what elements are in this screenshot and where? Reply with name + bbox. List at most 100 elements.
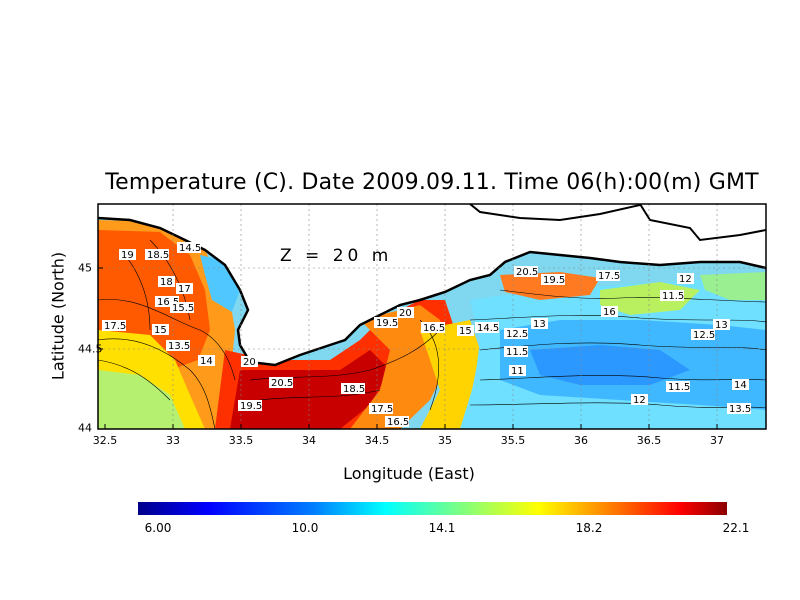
svg-text:13.5: 13.5	[168, 341, 190, 352]
y-tick-label: 44.5	[78, 342, 103, 356]
contour-label: 12.5	[691, 329, 715, 341]
svg-text:15: 15	[154, 325, 167, 336]
svg-text:14: 14	[200, 356, 213, 367]
contour-label: 11.5	[660, 290, 684, 302]
x-tick-label: 36	[574, 434, 588, 447]
x-tick-label: 33	[166, 434, 180, 447]
svg-text:12.5: 12.5	[506, 329, 528, 340]
svg-text:17.5: 17.5	[371, 404, 393, 415]
svg-text:16: 16	[603, 307, 616, 318]
colorbar-tick-label: 6.00	[144, 521, 172, 535]
contour-label: 19.5	[541, 274, 565, 286]
y-tick-label: 45	[78, 261, 92, 275]
svg-text:11.5: 11.5	[506, 347, 528, 358]
svg-text:11.5: 11.5	[662, 291, 684, 302]
svg-text:12: 12	[633, 395, 646, 406]
svg-text:11: 11	[511, 366, 524, 377]
svg-text:18.5: 18.5	[343, 384, 365, 395]
contour-label: 11.5	[504, 346, 528, 358]
x-axis-label: Longitude (East)	[343, 464, 475, 483]
x-tick-label: 33.5	[228, 434, 254, 447]
svg-text:14.5: 14.5	[477, 323, 499, 334]
contour-label: 18	[158, 276, 175, 288]
svg-text:13: 13	[715, 320, 728, 331]
contour-label: 16.5	[385, 416, 409, 428]
svg-text:15.5: 15.5	[172, 303, 194, 314]
svg-text:17: 17	[178, 284, 191, 295]
contour-label: 17.5	[596, 270, 620, 282]
svg-text:14.5: 14.5	[179, 243, 201, 254]
svg-text:16.5: 16.5	[423, 323, 445, 334]
colorbar-tick-label: 14.1	[428, 521, 456, 535]
x-tick-label: 32.5	[92, 434, 118, 447]
depth-label: Z = 20 m	[280, 246, 393, 266]
contour-label: 14.5	[177, 242, 201, 254]
y-tick-label: 44	[78, 421, 92, 435]
x-tick-label: 36.5	[636, 434, 662, 447]
svg-text:16.5: 16.5	[387, 417, 409, 428]
svg-text:18.5: 18.5	[147, 250, 169, 261]
contour-label: 13	[531, 318, 548, 330]
contour-label: 17.5	[369, 403, 393, 415]
contour-label: 15	[152, 324, 169, 336]
colorbar-tick-label: 22.1	[722, 521, 750, 535]
plot-frame	[97, 203, 767, 430]
colorbar-tick-label: 10.0	[291, 521, 319, 535]
contour-label: 19.5	[374, 317, 398, 329]
x-tick-label: 37	[710, 434, 724, 447]
svg-text:19.5: 19.5	[240, 401, 262, 412]
svg-text:13: 13	[533, 319, 546, 330]
svg-text:17.5: 17.5	[598, 271, 620, 282]
contour-label: 18.5	[341, 383, 365, 395]
x-tick-label: 34	[302, 434, 316, 447]
svg-text:14: 14	[734, 380, 747, 391]
svg-text:19: 19	[121, 250, 134, 261]
contour-label: 14	[732, 379, 749, 391]
contour-label: 13.5	[727, 403, 751, 415]
svg-text:20.5: 20.5	[271, 378, 293, 389]
contour-label: 17	[176, 283, 193, 295]
contour-label: 14	[198, 355, 215, 367]
svg-text:20: 20	[243, 357, 256, 368]
x-tick-label: 34.5	[364, 434, 390, 447]
svg-text:20.5: 20.5	[516, 267, 538, 278]
contour-label: 18.5	[145, 249, 169, 261]
contour-label: 13.5	[166, 340, 190, 352]
colorbar	[138, 502, 727, 515]
svg-text:20: 20	[399, 308, 412, 319]
contour-label: 12	[677, 273, 694, 285]
x-tick-label: 35	[438, 434, 452, 447]
contour-label: 11.5	[666, 381, 690, 393]
contour-label: 14.5	[475, 322, 499, 334]
svg-text:19.5: 19.5	[543, 275, 565, 286]
svg-text:18: 18	[160, 277, 173, 288]
colorbar-tick-label: 18.2	[575, 521, 603, 535]
axis-tick-marks	[98, 267, 718, 430]
contour-label: 20	[241, 356, 258, 368]
svg-text:13.5: 13.5	[729, 404, 751, 415]
contour-label: 12.5	[504, 328, 528, 340]
chart-title: Temperature (C). Date 2009.09.11. Time 0…	[105, 170, 759, 195]
contour-label: 19.5	[238, 400, 262, 412]
temperature-field	[98, 204, 766, 429]
contour-label: 12	[631, 394, 648, 406]
svg-text:15: 15	[459, 326, 472, 337]
contour-label: 20.5	[514, 266, 538, 278]
contour-label: 19	[119, 249, 136, 261]
contour-label: 16.5	[421, 322, 445, 334]
x-tick-label: 35.5	[500, 434, 526, 447]
contour-label: 16	[601, 306, 618, 318]
contour-label: 20.5	[269, 377, 293, 389]
contour-label: 16.5	[155, 296, 179, 308]
contour-label: 15	[457, 325, 474, 337]
contour-label: 17.5	[102, 320, 126, 332]
svg-text:12.5: 12.5	[693, 330, 715, 341]
svg-text:11.5: 11.5	[668, 382, 690, 393]
svg-text:17.5: 17.5	[104, 321, 126, 332]
contour-label: 20	[397, 307, 414, 319]
contour-label: 13	[713, 319, 730, 331]
contour-label-group: 19 18.5 14.5 18 17 16.5 15.5 17.5 15 13.…	[102, 242, 751, 428]
svg-text:16.5: 16.5	[157, 297, 179, 308]
y-axis-label: Latitude (North)	[48, 251, 68, 381]
